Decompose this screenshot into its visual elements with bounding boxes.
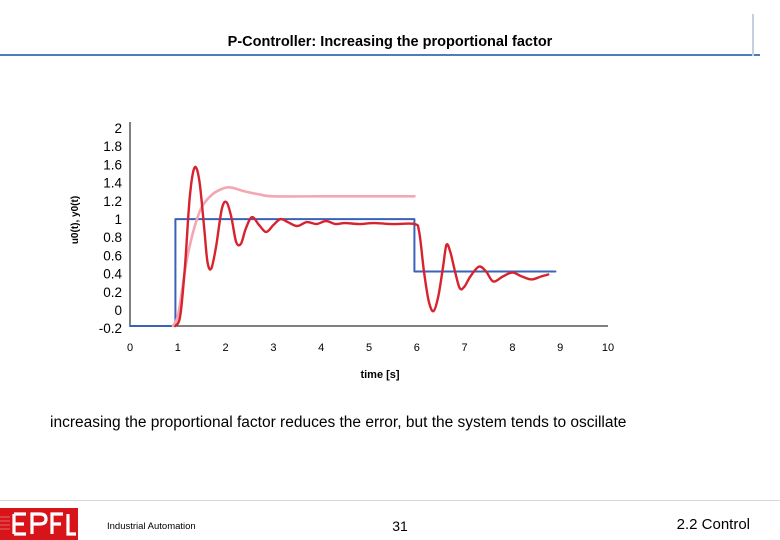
y-tick-label: 0 <box>114 303 122 318</box>
y-tick-label: 1.4 <box>103 176 122 191</box>
x-tick-label: 3 <box>270 342 276 354</box>
y-tick-label: 1.6 <box>103 157 122 172</box>
footer-course: Industrial Automation <box>107 521 196 532</box>
low-gain-response-series <box>171 186 416 328</box>
slide-caption: increasing the proportional factor reduc… <box>50 414 627 431</box>
y-tick-label: 1 <box>114 212 122 227</box>
x-tick-label: 2 <box>223 342 229 354</box>
y-tick-label: 1.8 <box>103 139 122 154</box>
x-tick-label: 9 <box>557 342 563 354</box>
y-tick-label: 0.2 <box>103 285 122 300</box>
x-tick-label: 4 <box>318 342 324 354</box>
x-tick-label: 8 <box>509 342 515 354</box>
y-tick-label: 0.8 <box>103 230 122 245</box>
footer-page-number: 31 <box>392 518 408 534</box>
y-tick-label: 0.6 <box>103 248 122 263</box>
x-axis-title: time [s] <box>360 369 399 381</box>
x-tick-label: 7 <box>462 342 468 354</box>
setpoint-series <box>129 218 557 327</box>
title-frame <box>0 0 760 56</box>
x-tick-label: 10 <box>602 342 614 354</box>
x-tick-label: 1 <box>175 342 181 354</box>
y-tick-label: 2 <box>114 121 122 136</box>
chart: 2 1.8 1.6 1.4 1.2 1 0.8 0.6 0.4 0.2 0 -0.2 0 1 2 3 4 5 6 7 8… <box>70 121 614 381</box>
epfl-logo <box>0 508 78 540</box>
slide-title: P-Controller: Increasing the proportiona… <box>227 34 553 50</box>
y-axis-title: u0(t), y0(t) <box>70 196 81 244</box>
title-frame-accent <box>752 14 754 56</box>
y-tick-label: 1.2 <box>103 194 122 209</box>
x-tick-label: 5 <box>366 342 372 354</box>
x-tick-label: 6 <box>414 342 420 354</box>
y-tick-label: 0.4 <box>103 267 122 282</box>
high-gain-response-series <box>174 165 550 328</box>
footer-section: 2.2 Control <box>676 516 750 533</box>
footer-divider <box>0 500 780 501</box>
y-tick-label: -0.2 <box>99 321 122 336</box>
x-tick-label: 0 <box>127 342 133 354</box>
